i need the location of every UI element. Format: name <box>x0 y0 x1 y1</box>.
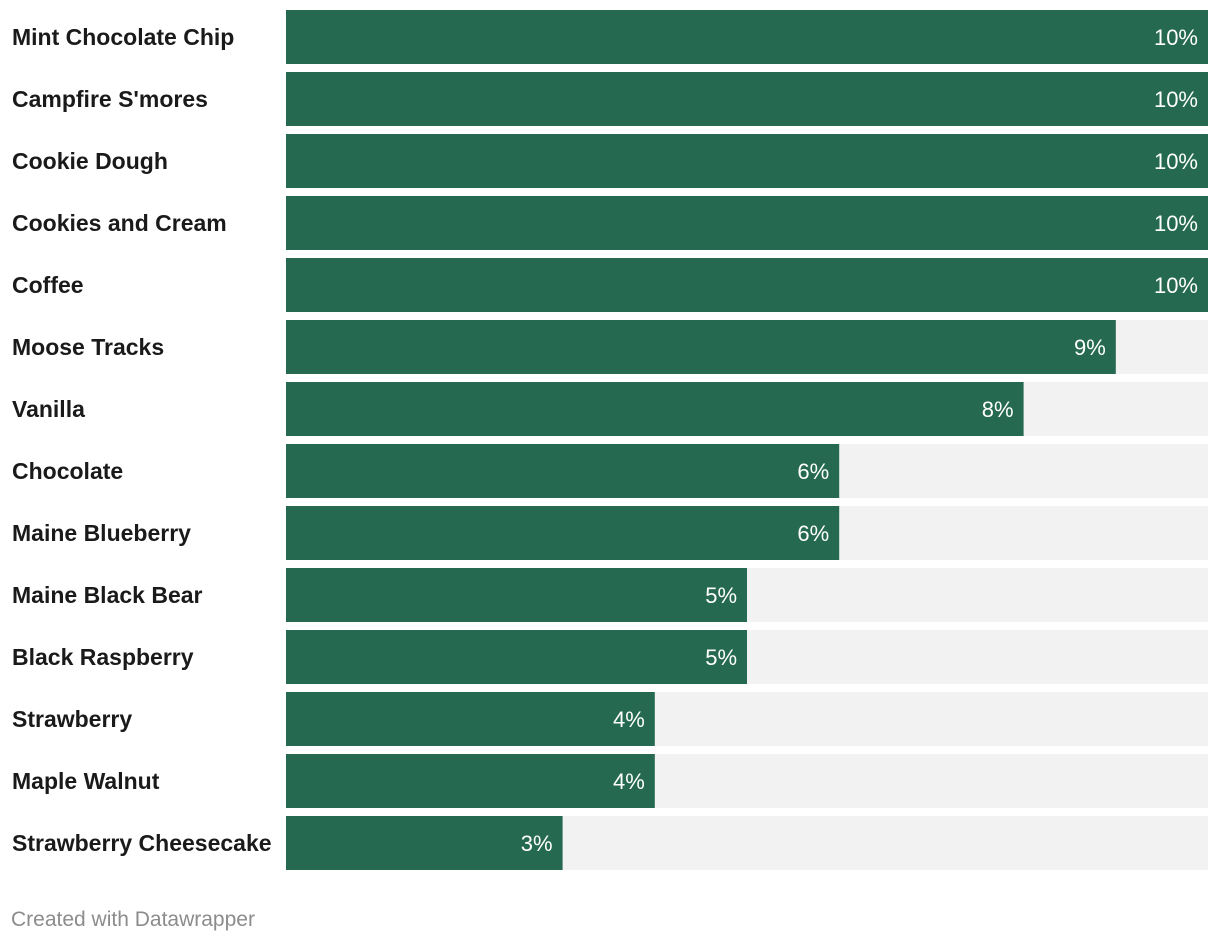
bar <box>286 692 655 746</box>
category-label: Moose Tracks <box>12 334 164 360</box>
category-label: Maine Blueberry <box>12 520 191 546</box>
category-label: Strawberry Cheesecake <box>12 830 272 856</box>
datawrapper-credit: Created with Datawrapper <box>11 908 255 931</box>
bar <box>286 10 1208 64</box>
bar <box>286 258 1208 312</box>
bar-row: Maple Walnut 4% <box>12 754 1208 808</box>
bar-row: Strawberry Cheesecake 3% <box>12 816 1208 870</box>
value-label: 6% <box>797 521 829 546</box>
bar <box>286 320 1116 374</box>
value-label: 4% <box>613 769 645 794</box>
value-label: 10% <box>1154 25 1198 50</box>
category-label: Strawberry <box>12 706 132 732</box>
category-label: Maine Black Bear <box>12 582 203 608</box>
value-label: 9% <box>1074 335 1106 360</box>
bar-row: Mint Chocolate Chip 10% <box>12 10 1208 64</box>
value-label: 10% <box>1154 87 1198 112</box>
bar <box>286 568 747 622</box>
category-label: Vanilla <box>12 396 85 422</box>
category-label: Black Raspberry <box>12 644 194 670</box>
category-label: Campfire S'mores <box>12 86 208 112</box>
value-label: 3% <box>521 831 553 856</box>
bar-row: Strawberry 4% <box>12 692 1208 746</box>
bar-row: Cookies and Cream 10% <box>12 196 1208 250</box>
bar-row: Black Raspberry 5% <box>12 630 1208 684</box>
value-label: 10% <box>1154 211 1198 236</box>
bar <box>286 444 840 498</box>
category-label: Maple Walnut <box>12 768 160 794</box>
bar-row: Campfire S'mores 10% <box>12 72 1208 126</box>
value-label: 4% <box>613 707 645 732</box>
bar <box>286 72 1208 126</box>
category-label: Coffee <box>12 272 84 298</box>
bar <box>286 630 747 684</box>
bar <box>286 196 1208 250</box>
value-label: 6% <box>797 459 829 484</box>
bar-row: Chocolate 6% <box>12 444 1208 498</box>
bar-row: Moose Tracks 9% <box>12 320 1208 374</box>
bar-chart: Mint Chocolate Chip 10% Campfire S'mores 10… <box>12 10 1208 870</box>
value-label: 10% <box>1154 149 1198 174</box>
category-label: Chocolate <box>12 458 123 484</box>
category-label: Cookies and Cream <box>12 210 227 236</box>
value-label: 5% <box>705 645 737 670</box>
value-label: 5% <box>705 583 737 608</box>
bar-row: Vanilla 8% <box>12 382 1208 436</box>
bar <box>286 754 655 808</box>
category-label: Cookie Dough <box>12 148 168 174</box>
bar-row: Coffee 10% <box>12 258 1208 312</box>
bar-row: Maine Blueberry 6% <box>12 506 1208 560</box>
category-label: Mint Chocolate Chip <box>12 24 234 50</box>
bar-row: Maine Black Bear 5% <box>12 568 1208 622</box>
bar <box>286 816 563 870</box>
bar-row: Cookie Dough 10% <box>12 134 1208 188</box>
value-label: 8% <box>982 397 1014 422</box>
bar <box>286 382 1024 436</box>
bar <box>286 506 840 560</box>
value-label: 10% <box>1154 273 1198 298</box>
bar <box>286 134 1208 188</box>
